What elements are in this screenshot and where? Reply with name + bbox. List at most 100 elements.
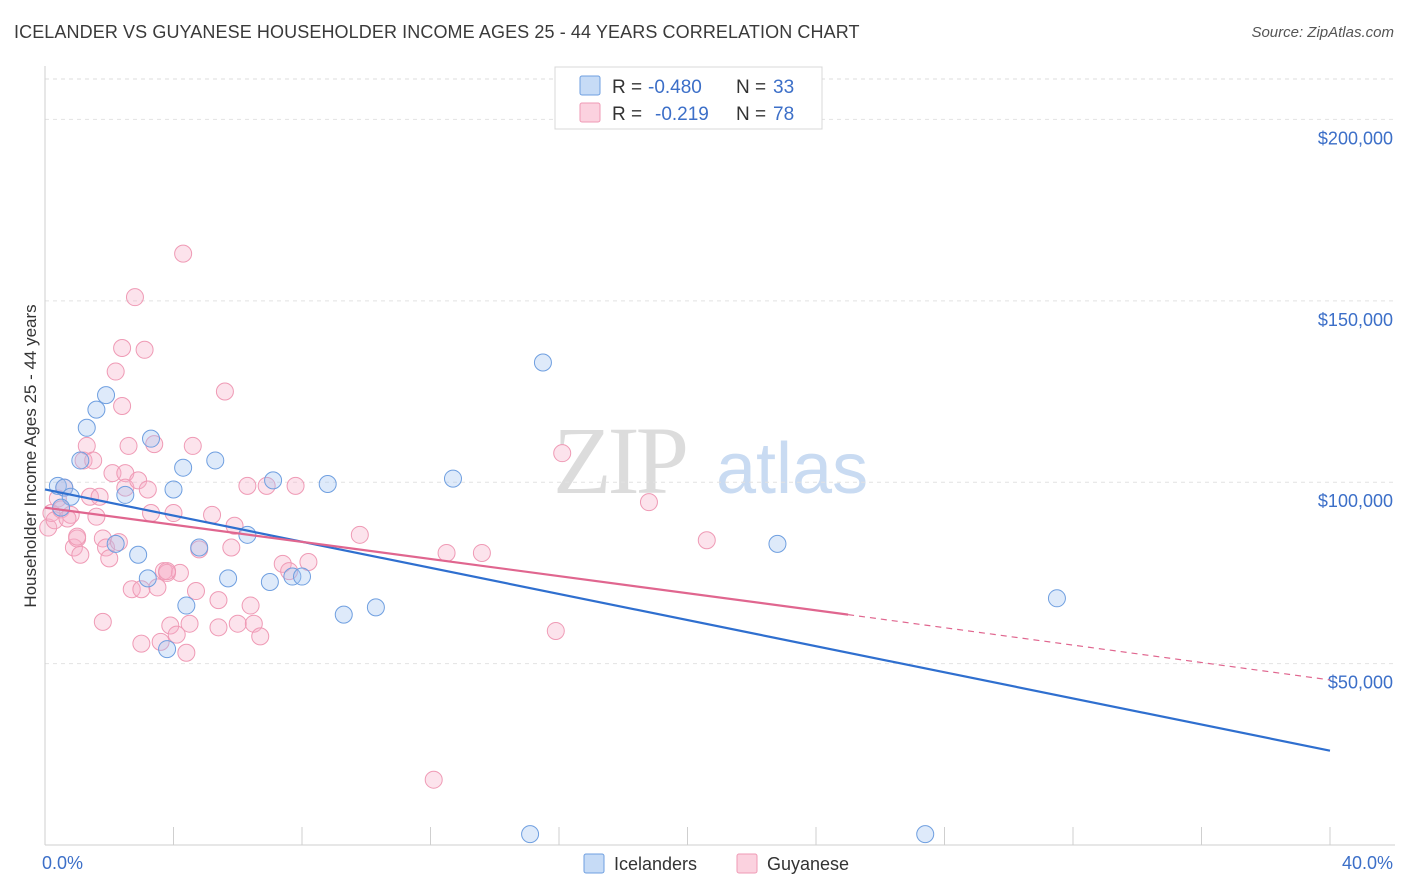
n-value-guyanese: 78 bbox=[773, 104, 794, 125]
icelanders-point bbox=[48, 476, 67, 495]
icelanders-point bbox=[916, 825, 935, 844]
watermark-zip: ZIP bbox=[553, 407, 686, 514]
y-tick-label: $200,000 bbox=[1318, 128, 1393, 148]
trend-lines bbox=[44, 488, 1331, 752]
icelanders-point bbox=[158, 640, 177, 659]
guyanese-point bbox=[71, 545, 90, 564]
guyanese-point bbox=[145, 435, 164, 454]
icelanders-point bbox=[142, 429, 161, 448]
n-value-icelanders: 33 bbox=[773, 77, 794, 98]
icelanders-point bbox=[260, 572, 279, 591]
legend-guyanese-swatch bbox=[736, 853, 758, 874]
guyanese-trend-line bbox=[44, 506, 849, 616]
guyanese-point bbox=[113, 338, 132, 357]
icelanders-point bbox=[106, 534, 125, 553]
chart-title: ICELANDER VS GUYANESE HOUSEHOLDER INCOME… bbox=[14, 22, 860, 42]
guyanese-point bbox=[138, 480, 157, 499]
y-tick-label: $100,000 bbox=[1318, 491, 1393, 511]
r-label-guyanese: R = bbox=[612, 104, 642, 125]
guyanese-trend-extension bbox=[848, 614, 1331, 681]
icelanders-point bbox=[206, 451, 225, 470]
stats-legend: R = -0.480 N = 33 R = -0.219 N = 78 bbox=[554, 66, 823, 130]
grid-lines bbox=[45, 78, 1395, 665]
icelanders-point bbox=[533, 353, 552, 372]
guyanese-point bbox=[87, 507, 106, 526]
guyanese-point bbox=[238, 476, 257, 495]
guyanese-point bbox=[103, 464, 122, 483]
icelanders-point bbox=[264, 471, 283, 490]
icelanders-point bbox=[116, 485, 135, 504]
icelanders-trend-line bbox=[44, 488, 1331, 752]
guyanese-point bbox=[122, 580, 141, 599]
guyanese-point bbox=[209, 618, 228, 637]
guyanese-point bbox=[546, 621, 565, 640]
icelanders-point bbox=[164, 480, 183, 499]
guyanese-point bbox=[106, 362, 125, 381]
guyanese-swatch bbox=[579, 102, 601, 123]
guyanese-point bbox=[167, 625, 186, 644]
guyanese-point bbox=[183, 436, 202, 455]
guyanese-point bbox=[84, 451, 103, 470]
icelanders-point bbox=[177, 596, 196, 615]
icelanders-point bbox=[318, 475, 337, 494]
guyanese-point bbox=[553, 444, 572, 463]
guyanese-point bbox=[174, 244, 193, 263]
guyanese-point bbox=[241, 596, 260, 615]
guyanese-point bbox=[286, 476, 305, 495]
icelanders-point bbox=[293, 567, 311, 586]
guyanese-point bbox=[222, 538, 241, 557]
icelanders-swatch bbox=[579, 75, 601, 96]
x-tick-label-max: 40.0% bbox=[1342, 853, 1393, 873]
guyanese-point bbox=[186, 582, 205, 601]
axes bbox=[44, 66, 1395, 846]
y-axis-title: Householder Income Ages 25 - 44 years bbox=[21, 304, 40, 607]
watermark-atlas: atlas bbox=[716, 429, 868, 509]
legend-guyanese-label: Guyanese bbox=[767, 854, 849, 874]
icelanders-point bbox=[129, 545, 148, 564]
x-tick-labels: 0.0% 40.0% bbox=[42, 853, 1393, 873]
guyanese-point bbox=[113, 397, 132, 416]
guyanese-point bbox=[209, 591, 228, 610]
guyanese-point bbox=[132, 634, 151, 653]
icelanders-point bbox=[219, 569, 238, 588]
icelanders-point bbox=[71, 451, 90, 470]
icelanders-point bbox=[366, 598, 385, 617]
x-tick-label-min: 0.0% bbox=[42, 853, 83, 873]
source-label: Source: ZipAtlas.com bbox=[1251, 24, 1394, 41]
icelanders-point bbox=[283, 567, 302, 586]
guyanese-point bbox=[161, 616, 180, 635]
guyanese-point bbox=[228, 614, 247, 633]
icelanders-point bbox=[97, 386, 116, 405]
guyanese-point bbox=[350, 525, 369, 544]
legend-icelanders-label: Icelanders bbox=[614, 854, 697, 874]
guyanese-point bbox=[68, 527, 87, 546]
y-tick-label: $50,000 bbox=[1328, 673, 1393, 693]
guyanese-point bbox=[472, 543, 491, 562]
guyanese-point bbox=[424, 770, 443, 789]
guyanese-point bbox=[109, 533, 128, 552]
guyanese-point bbox=[135, 340, 154, 359]
guyanese-point bbox=[129, 471, 148, 490]
n-label-icelanders: N = bbox=[736, 77, 766, 98]
guyanese-point bbox=[177, 643, 196, 662]
guyanese-point bbox=[132, 580, 151, 599]
icelanders-point bbox=[768, 534, 787, 553]
icelanders-point bbox=[77, 418, 96, 437]
guyanese-point bbox=[437, 543, 456, 562]
icelanders-point bbox=[138, 569, 157, 588]
guyanese-point bbox=[639, 493, 658, 512]
guyanese-point bbox=[125, 288, 144, 307]
guyanese-point bbox=[203, 505, 222, 524]
y-tick-labels: $50,000 $100,000 $150,000 $200,000 bbox=[1318, 128, 1393, 692]
guyanese-point bbox=[148, 578, 167, 597]
series-legend: Icelanders Guyanese bbox=[583, 853, 849, 874]
guyanese-point bbox=[215, 382, 234, 401]
guyanese-point bbox=[697, 531, 716, 550]
icelanders-points bbox=[48, 353, 1066, 844]
guyanese-point bbox=[119, 436, 138, 455]
icelanders-point bbox=[1047, 589, 1066, 608]
icelanders-point bbox=[521, 825, 540, 844]
guyanese-point bbox=[180, 614, 199, 633]
icelanders-point bbox=[87, 400, 106, 419]
